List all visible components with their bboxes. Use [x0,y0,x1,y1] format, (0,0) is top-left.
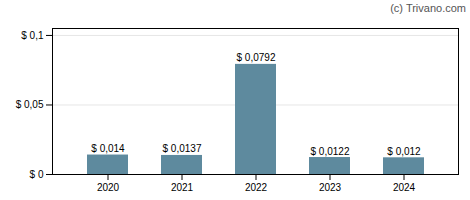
svg-text:$ 0,1: $ 0,1 [21,30,44,41]
svg-text:2020: 2020 [97,182,120,193]
svg-text:$ 0,0792: $ 0,0792 [237,52,276,63]
svg-text:$ 0: $ 0 [30,169,44,180]
svg-text:$ 0,0137: $ 0,0137 [163,143,202,154]
svg-text:2024: 2024 [393,182,416,193]
svg-text:$ 0,0122: $ 0,0122 [311,146,350,157]
html-text:(c) Trivano.com: (c) Trivano.com [390,2,466,14]
svg-text:2023: 2023 [319,182,342,193]
svg-text:$ 0,014: $ 0,014 [91,143,125,154]
svg-text:2021: 2021 [171,182,194,193]
svg-text:$ 0,05: $ 0,05 [16,99,44,110]
svg-text:2022: 2022 [245,182,268,193]
svg-text:$ 0,012: $ 0,012 [387,146,421,157]
